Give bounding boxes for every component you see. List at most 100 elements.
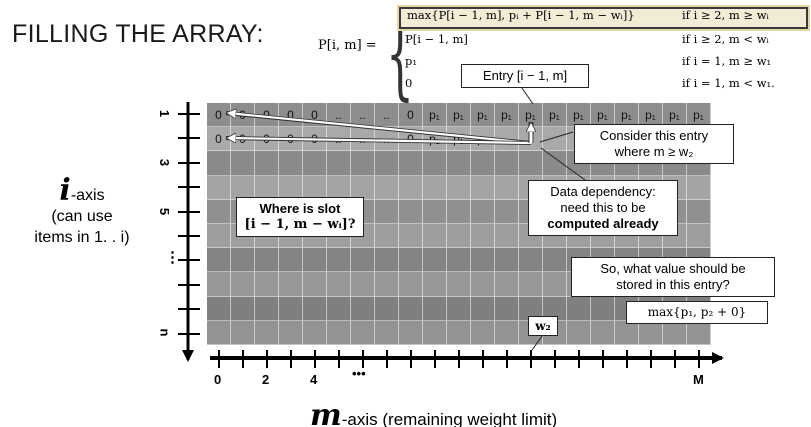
x-tick-label: ••• — [352, 366, 366, 381]
grid-cell — [279, 320, 303, 345]
grid-cell — [423, 296, 447, 321]
w2-marker: w₂ — [528, 316, 558, 336]
grid-cell — [255, 175, 279, 200]
grid-cell — [399, 272, 423, 297]
dependency-callout: Data dependency: need this to be compute… — [528, 180, 678, 236]
case-2-cond: if i ≥ 2, m < wᵢ — [682, 32, 769, 46]
grid-cell — [423, 151, 447, 176]
page-title: FILLING THE ARRAY: — [12, 20, 264, 48]
grid-cell — [351, 248, 375, 273]
grid-cell — [375, 199, 399, 224]
grid-cell — [207, 320, 231, 345]
grid-cell — [375, 296, 399, 321]
grid-cell — [423, 272, 447, 297]
grid-cell — [687, 199, 711, 224]
grid-cell — [423, 199, 447, 224]
where-slot-callout: Where is slot [i − 1, m − wᵢ]? — [236, 197, 364, 237]
grid-cell: p₁ — [423, 127, 447, 152]
grid-cell — [687, 175, 711, 200]
grid-cell — [471, 296, 495, 321]
grid-cell — [447, 175, 471, 200]
grid-cell — [543, 248, 567, 273]
grid-cell — [303, 151, 327, 176]
grid-cell: p₁ — [663, 103, 687, 128]
grid-cell — [351, 151, 375, 176]
grid-cell — [303, 248, 327, 273]
grid-cell — [399, 175, 423, 200]
grid-cell: p₁ — [447, 127, 471, 152]
grid-cell — [423, 224, 447, 249]
grid-cell — [255, 151, 279, 176]
grid-cell — [255, 272, 279, 297]
grid-cell — [447, 199, 471, 224]
grid-cell — [495, 224, 519, 249]
grid-cell — [255, 320, 279, 345]
grid-cell — [447, 151, 471, 176]
grid-cell — [543, 272, 567, 297]
grid-cell — [327, 175, 351, 200]
grid-cell — [591, 320, 615, 345]
grid-cell — [687, 224, 711, 249]
m-axis-label: m-axis (remaining weight limit) — [310, 398, 557, 427]
grid-cell — [207, 199, 231, 224]
grid-cell — [495, 175, 519, 200]
grid-cell — [351, 296, 375, 321]
grid-cell — [543, 127, 567, 152]
grid-cell — [471, 224, 495, 249]
grid-cell: p₁ — [639, 103, 663, 128]
grid-cell — [327, 151, 351, 176]
grid-cell — [639, 320, 663, 345]
answer-box: max{p₁, p₂ + 0} — [626, 301, 768, 324]
grid-cell — [471, 248, 495, 273]
grid-cell — [327, 272, 351, 297]
grid-cell — [447, 224, 471, 249]
grid-cell — [519, 248, 543, 273]
grid-cell: 0 — [399, 103, 423, 128]
grid-cell — [231, 248, 255, 273]
grid-cell — [255, 248, 279, 273]
i-axis-symbol: i — [59, 173, 71, 208]
recurrence-lhs: P[i, m] = — [318, 38, 377, 53]
grid-cell — [279, 151, 303, 176]
case-3-cond: if i = 1, m ≥ w₁ — [682, 54, 772, 68]
grid-cell — [231, 175, 255, 200]
grid-cell — [471, 151, 495, 176]
grid-cell — [495, 248, 519, 273]
grid-cell — [351, 320, 375, 345]
grid-cell — [375, 320, 399, 345]
y-tick-label: 3 — [157, 158, 173, 167]
grid-cell — [663, 320, 687, 345]
grid-cell: p₁ — [495, 103, 519, 128]
m-axis-symbol: m — [310, 398, 342, 427]
i-axis-line2: (can use — [51, 208, 113, 225]
dependency-line2: need this to be — [560, 200, 646, 215]
grid-cell — [231, 272, 255, 297]
grid-cell — [687, 320, 711, 345]
grid-cell — [375, 151, 399, 176]
grid-cell — [447, 296, 471, 321]
i-axis-line3: items in 1. . i) — [34, 229, 130, 246]
grid-cell — [375, 272, 399, 297]
grid-cell — [231, 296, 255, 321]
y-tick-label: ⋮ — [165, 249, 180, 266]
grid-cell — [471, 272, 495, 297]
dependency-arrow-2 — [228, 138, 532, 145]
grid-cell: p₁ — [447, 103, 471, 128]
grid-cell — [375, 175, 399, 200]
grid-cell — [519, 151, 543, 176]
grid-cell — [279, 272, 303, 297]
grid-cell — [207, 151, 231, 176]
consider-callout: Consider this entry where m ≥ w₂ — [574, 124, 734, 164]
question-line2: stored in this entry? — [616, 277, 730, 292]
grid-cell — [399, 296, 423, 321]
grid-cell — [327, 320, 351, 345]
x-ticks — [218, 350, 700, 368]
grid-cell — [303, 272, 327, 297]
grid-cell — [567, 320, 591, 345]
grid-cell — [375, 224, 399, 249]
highlighted-case-box — [399, 7, 808, 29]
grid-cell — [471, 199, 495, 224]
grid-cell — [231, 320, 255, 345]
grid-cell — [375, 248, 399, 273]
